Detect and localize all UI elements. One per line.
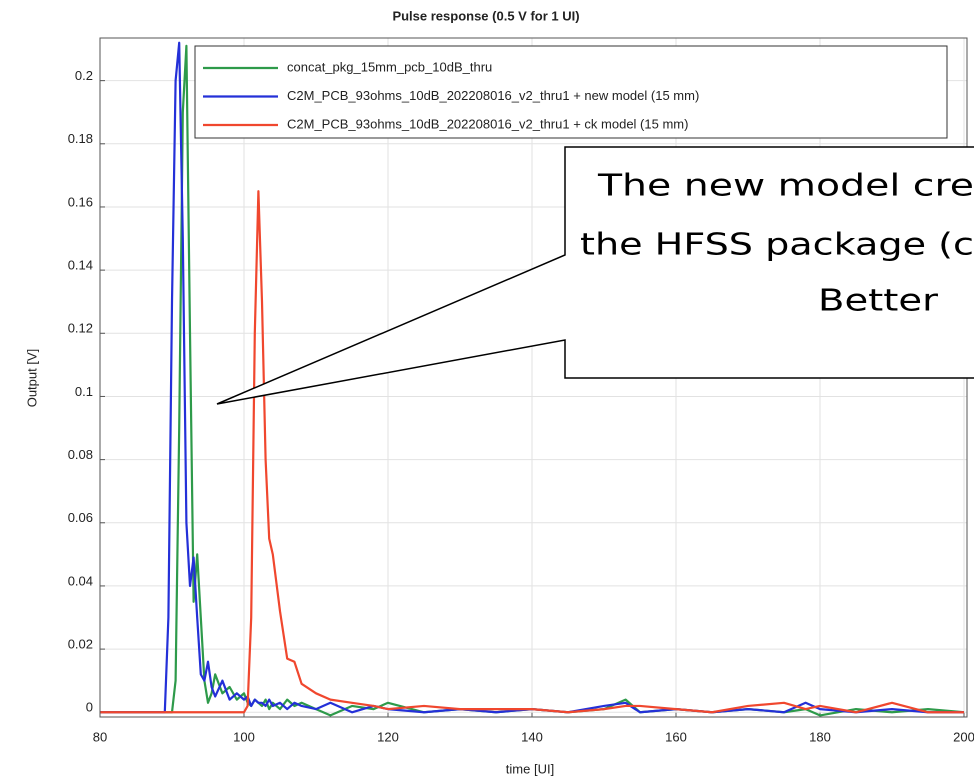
chart-title: Pulse response (0.5 V for 1 UI) [392,8,579,23]
legend-box [194,45,948,139]
callout-text: the HFSS package (c [580,228,974,263]
callout: The new model cre the HFSS package (c Be… [216,146,974,405]
x-axis-label: time [UI] [506,761,554,776]
grid: 80 100 120 140 160 180 200 0 0.02 0.04 0.06 0.08 0.1… [68,38,974,744]
y-tick-label: 0.1 [75,384,93,399]
x-tick-label: 100 [233,729,255,744]
y-tick-label: 0.08 [68,447,93,462]
callout-text: The new model cre [597,169,974,204]
x-tick-label: 160 [665,729,687,744]
plot-lines [100,41,965,717]
legend-label: C2M_PCB_93ohms_10dB_202208016_v2_thru1 +… [287,116,688,131]
y-tick-label: 0.02 [68,637,93,652]
callout-text: Better [818,284,939,319]
legend-label: concat_pkg_15mm_pcb_10dB_thru [287,59,492,74]
y-tick-label: 0.06 [68,510,93,525]
legend: concat_pkg_15mm_pcb_10dB_thru C2M_PCB_93o… [194,45,948,139]
x-tick-label: 80 [93,729,107,744]
series-line [100,190,964,714]
y-tick-label: 0 [86,700,93,715]
y-tick-label: 0.16 [68,194,93,209]
x-tick-label: 120 [377,729,399,744]
legend-label: C2M_PCB_93ohms_10dB_202208016_v2_thru1 +… [287,88,699,103]
y-tick-label: 0.14 [68,258,93,273]
y-tick-label: 0.2 [75,68,93,83]
x-tick-label: 200 [953,729,974,744]
x-tick-label: 180 [809,729,831,744]
callout-shape [216,146,974,405]
y-tick-label: 0.18 [68,131,93,146]
y-axis-label: Output [V] [24,349,39,408]
x-tick-label: 140 [521,729,543,744]
y-tick-label: 0.12 [68,321,93,336]
y-tick-label: 0.04 [68,573,93,588]
